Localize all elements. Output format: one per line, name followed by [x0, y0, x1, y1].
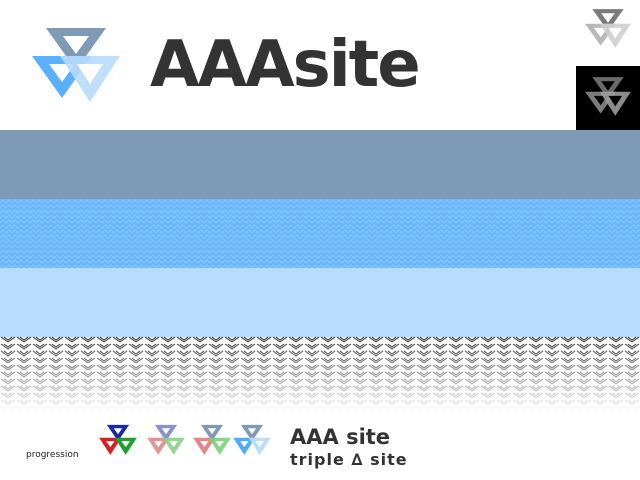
palette-band-pale-blue [0, 268, 640, 337]
brand-tagline: triple ∆ site [290, 450, 408, 469]
progression-step-3-icon [193, 424, 231, 455]
brand-title: AAA site [290, 425, 391, 449]
progression-label: progression [26, 450, 79, 460]
triple-triangle-logo-dark-icon [585, 77, 631, 116]
palette-band-slate [0, 130, 640, 199]
progression-step-1-icon [99, 424, 137, 455]
triple-triangle-logo-light-icon [585, 9, 631, 48]
progression-step-4-icon [233, 424, 271, 455]
triple-triangle-logo-icon [32, 28, 120, 102]
palette-band-blue [0, 199, 640, 268]
progression-step-2-icon [147, 424, 185, 455]
dark-logo-tile [576, 66, 640, 130]
site-wordmark: AAAsite [150, 28, 421, 102]
triangle-pattern-band [0, 336, 640, 412]
